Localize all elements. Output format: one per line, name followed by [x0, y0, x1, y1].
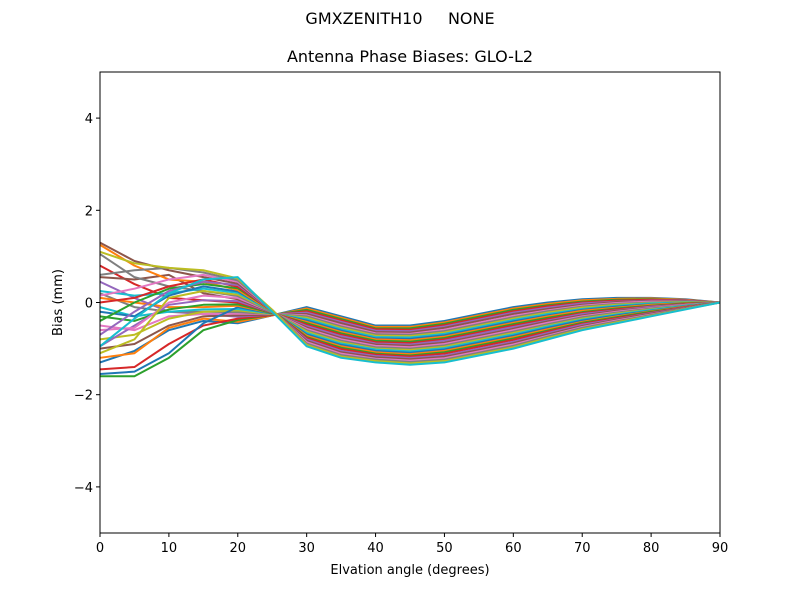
x-tick-label: 80 [643, 541, 660, 556]
x-axis-ticks: 0 10 20 30 40 50 60 70 80 90 [96, 533, 728, 556]
y-tick-label: 2 [85, 204, 93, 219]
y-tick-label: 4 [85, 112, 93, 127]
x-tick-label: 20 [230, 541, 247, 556]
x-tick-label: 60 [505, 541, 522, 556]
chart-title: Antenna Phase Biases: GLO-L2 [286, 47, 534, 66]
x-tick-label: 40 [367, 541, 384, 556]
figure-suptitle: GMXZENITH10 NONE [305, 9, 495, 28]
y-tick-label: 0 [85, 297, 93, 312]
x-tick-label: 50 [436, 541, 453, 556]
y-axis-ticks: −4 −2 0 2 4 [74, 112, 100, 496]
x-tick-label: 70 [574, 541, 591, 556]
series-line [99, 276, 721, 366]
x-tick-label: 10 [161, 541, 178, 556]
x-tick-label: 90 [712, 541, 729, 556]
x-axis-label: Elvation angle (degrees) [330, 563, 489, 578]
y-tick-label: −2 [74, 389, 93, 404]
y-tick-label: −4 [74, 481, 93, 496]
series-lines [99, 241, 721, 378]
x-tick-label: 30 [298, 541, 315, 556]
x-tick-label: 0 [96, 541, 104, 556]
y-axis-label: Bias (mm) [51, 269, 66, 336]
